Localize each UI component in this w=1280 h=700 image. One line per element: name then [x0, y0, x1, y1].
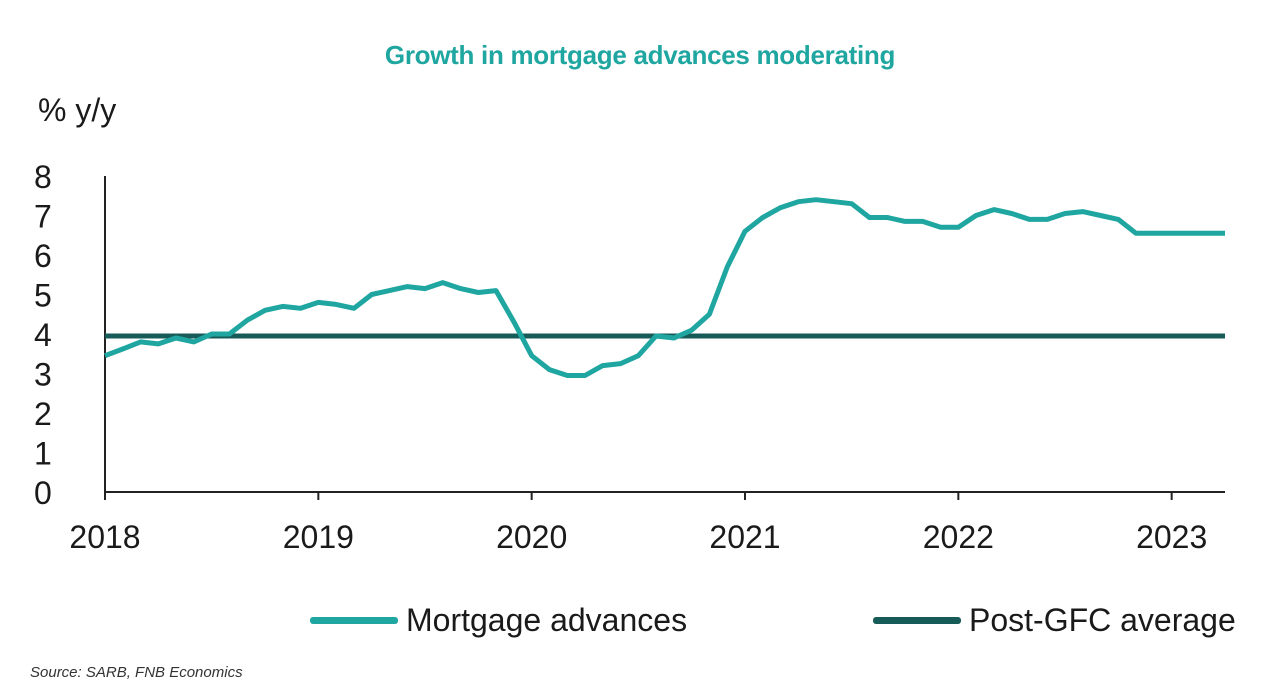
- chart-series: [104, 197, 1225, 378]
- x-tick-label-2021: 2021: [709, 519, 780, 555]
- legend-swatch-mortgage-advances: [310, 616, 398, 624]
- y-tick-label-3: 3: [34, 357, 52, 393]
- y-tick-label-1: 1: [34, 436, 52, 472]
- legend-label-mortgage-advances: Mortgage advances: [406, 601, 688, 638]
- x-tick-label-2022: 2022: [923, 519, 994, 555]
- y-tick-label-6: 6: [34, 238, 52, 274]
- x-tick-label-2018: 2018: [69, 519, 140, 555]
- chart-tick-labels: 01 23 45 67 8 2018 2019 2020 2021 2022 2023: [34, 159, 1207, 555]
- x-tick-label-2019: 2019: [283, 519, 354, 555]
- x-tick-label-2023: 2023: [1136, 519, 1207, 555]
- legend-label-post-gfc-average: Post-GFC average: [969, 601, 1236, 638]
- series-line-mortgage-advances: [104, 197, 1225, 378]
- chart-title: Growth in mortgage advances moderating: [384, 40, 896, 70]
- legend-item-post-gfc-average: Post-GFC average: [873, 598, 1236, 642]
- y-tick-label-0: 0: [34, 475, 52, 511]
- x-tick-label-2020: 2020: [496, 519, 567, 555]
- legend-item-mortgage-advances: Mortgage advances: [310, 598, 687, 642]
- y-tick-label-5: 5: [34, 278, 52, 314]
- y-axis-unit-label: % y/y: [38, 92, 117, 128]
- source-note: Source: SARB, FNB Economics: [30, 664, 243, 681]
- y-tick-label-2: 2: [34, 396, 52, 432]
- legend-swatch-post-gfc-average: [873, 616, 961, 624]
- y-tick-label-8: 8: [34, 159, 52, 195]
- y-tick-label-4: 4: [34, 317, 52, 353]
- y-tick-label-7: 7: [34, 199, 52, 235]
